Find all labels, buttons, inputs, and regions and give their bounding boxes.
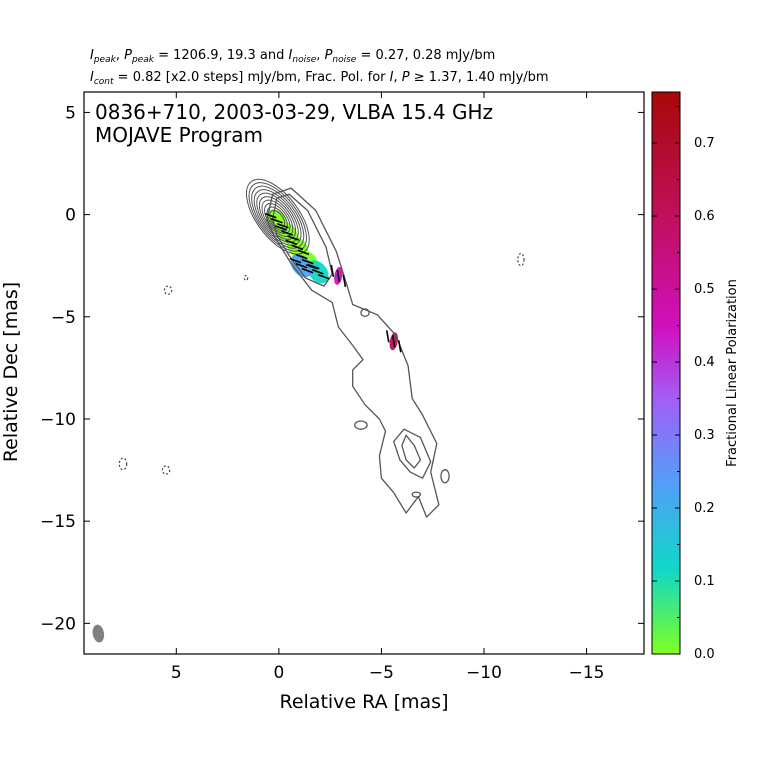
colorbar-tick-label: 0.3 bbox=[694, 428, 715, 443]
polarization-vector bbox=[305, 264, 318, 270]
polarization-vector bbox=[291, 244, 304, 251]
contour-island bbox=[440, 469, 450, 484]
colorbar-tick-label: 0.5 bbox=[694, 282, 715, 297]
y-tick-label: −10 bbox=[40, 410, 76, 430]
negative-contour bbox=[163, 285, 173, 295]
plot-area bbox=[92, 178, 525, 643]
core-contour bbox=[269, 210, 286, 229]
core-contour bbox=[256, 192, 299, 243]
x-tick-label: −5 bbox=[369, 663, 394, 683]
icont-symbol: I bbox=[90, 70, 94, 85]
y-tick-label: 0 bbox=[65, 206, 76, 226]
header-line-2: Icont = 0.82 [x2.0 steps] mJy/bm, Frac. … bbox=[90, 70, 549, 87]
colorbar-tick-label: 0.2 bbox=[694, 501, 715, 516]
polarization-vector bbox=[285, 239, 298, 246]
core-contour bbox=[251, 185, 305, 249]
y-tick-label: −15 bbox=[40, 512, 76, 532]
jet-contour bbox=[401, 434, 422, 469]
colorbar-tick-label: 0.7 bbox=[694, 136, 715, 151]
polarization-vector bbox=[295, 262, 308, 269]
colorbar-tick-label: 0.4 bbox=[694, 355, 715, 370]
core-contour bbox=[246, 178, 310, 255]
y-axis-label: Relative Dec [mas] bbox=[0, 282, 22, 462]
polarization-vector bbox=[287, 235, 299, 241]
polarization-vector bbox=[330, 264, 335, 277]
polarization-vector bbox=[336, 269, 341, 282]
colorbar bbox=[651, 91, 681, 655]
polarization-vector bbox=[397, 340, 402, 353]
icont-sub: cont bbox=[93, 77, 114, 87]
axis-ticks: 5 0 −5 −10 −15 5 0 −5 −10 −15 −20 bbox=[40, 92, 644, 683]
ipeak-sub: peak bbox=[93, 55, 116, 65]
contour-island bbox=[411, 491, 422, 498]
core-contour bbox=[253, 189, 302, 246]
polarization-vector bbox=[295, 253, 308, 260]
inoise-sub: noise bbox=[292, 55, 317, 65]
contour-text: = 0.82 [x2.0 steps] mJy/bm, Frac. Pol. f… bbox=[117, 70, 386, 85]
polarization-vector bbox=[281, 230, 293, 236]
fp-i-symbol: I bbox=[389, 70, 394, 85]
x-tick-label: −10 bbox=[466, 663, 502, 683]
negative-contour bbox=[517, 252, 525, 267]
polarization-vector bbox=[391, 335, 396, 348]
ppeak-sub: peak bbox=[131, 55, 154, 65]
plot-subtitle: MOJAVE Program bbox=[95, 123, 263, 147]
colorbar-label: Fractional Linear Polarization bbox=[725, 279, 740, 467]
peak-values: = 1206.9, 19.3 and bbox=[158, 48, 285, 63]
polarization-vector bbox=[385, 330, 390, 343]
header-line-1: Ipeak, Ppeak = 1206.9, 19.3 and Inoise, … bbox=[90, 48, 496, 65]
negative-contour bbox=[118, 457, 128, 471]
polarization-vector bbox=[275, 225, 287, 231]
polarization-vector bbox=[301, 258, 314, 265]
polarization-vector bbox=[297, 249, 310, 256]
colorbar-ticks: 0.0 0.1 0.2 0.3 0.4 0.5 0.6 0.7 bbox=[652, 106, 715, 662]
plot-title: 0836+710, 2003-03-29, VLBA 15.4 GHz bbox=[95, 100, 493, 124]
x-tick-label: 0 bbox=[273, 663, 284, 683]
noise-values: = 0.27, 0.28 mJy/bm bbox=[360, 48, 496, 63]
polarization-vector bbox=[317, 274, 330, 280]
negative-contour bbox=[243, 274, 249, 282]
y-tick-label: −20 bbox=[40, 614, 76, 634]
ppeak-symbol: P bbox=[124, 48, 132, 63]
plot-frame bbox=[83, 91, 645, 655]
y-tick-label: 5 bbox=[65, 103, 76, 123]
x-tick-label: −15 bbox=[569, 663, 605, 683]
threshold-text: ≥ 1.37, 1.40 mJy/bm bbox=[413, 70, 549, 85]
pnoise-symbol: P bbox=[324, 48, 333, 63]
polarization-vector bbox=[276, 222, 289, 229]
polarization-vector bbox=[342, 274, 347, 287]
ipeak-symbol: I bbox=[90, 48, 94, 63]
polarization-vector bbox=[301, 267, 314, 274]
polarization-vector bbox=[307, 263, 320, 270]
polarization-vector bbox=[311, 269, 324, 275]
colorbar-tick-label: 0.1 bbox=[694, 574, 715, 589]
polarization-vector bbox=[289, 257, 302, 264]
colorbar-tick-label: 0.0 bbox=[694, 647, 715, 662]
polarization-vector bbox=[270, 217, 283, 224]
x-tick-label: 5 bbox=[171, 663, 182, 683]
fp-p-symbol: P bbox=[401, 70, 410, 85]
inoise-symbol: I bbox=[288, 48, 293, 63]
beam-ellipse bbox=[92, 624, 105, 643]
colorbar-tick-label: 0.6 bbox=[694, 209, 715, 224]
jet-contour bbox=[393, 428, 432, 479]
y-tick-label: −5 bbox=[51, 308, 76, 328]
contour-island bbox=[360, 308, 370, 318]
polarization-vector bbox=[264, 212, 277, 219]
negative-contour bbox=[161, 465, 171, 475]
x-axis-label: Relative RA [mas] bbox=[279, 691, 448, 713]
jet-contour bbox=[265, 187, 440, 518]
contour-island bbox=[354, 420, 368, 430]
pnoise-sub: noise bbox=[332, 55, 357, 65]
